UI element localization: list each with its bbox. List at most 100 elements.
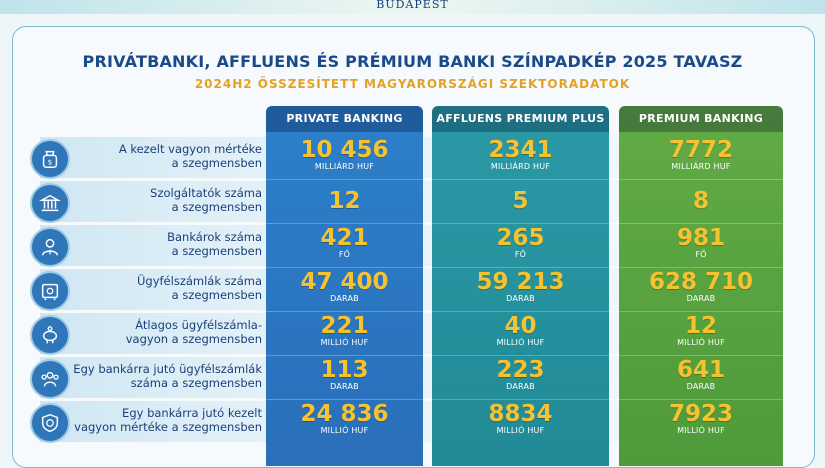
row-label-line1: Szolgáltatók száma: [150, 186, 262, 200]
table-cell: 12 MILLIÓ HUF: [619, 314, 783, 347]
cell-unit: DARAB: [330, 294, 359, 303]
row-label: Ügyfélszámlák száma a szegmensben: [72, 274, 262, 302]
cell-unit: DARAB: [686, 382, 716, 391]
table-cell: 12: [266, 189, 423, 213]
cell-unit: FŐ: [338, 250, 351, 259]
row-divider: [266, 399, 783, 400]
table-cell: 8834 MILLIÓ HUF: [432, 402, 609, 435]
cell-unit: FŐ: [695, 250, 707, 259]
row-label: Egy bankárra jutó kezelt vagyon mértéke a…: [72, 406, 262, 434]
cell-unit: MILLIÓ HUF: [320, 426, 369, 435]
piggy-bank-icon: [30, 315, 70, 355]
row-label-line1: Ügyfélszámlák száma: [136, 274, 262, 288]
table-cell: 2341 MILLIÁRD HUF: [432, 138, 609, 171]
top-band: [0, 0, 825, 14]
row-divider: [266, 311, 783, 312]
column-header-private-banking: PRIVATE BANKING: [266, 106, 423, 132]
row-label: Szolgáltatók száma a szegmensben: [72, 186, 262, 214]
row-label: A kezelt vagyon mértéke a szegmensben: [72, 142, 262, 170]
shield-coin-icon: [30, 403, 70, 443]
cell-unit: DARAB: [506, 294, 535, 303]
cell-value: 265: [496, 225, 545, 251]
row-divider: [266, 267, 783, 268]
cell-value: 12: [684, 313, 717, 339]
column-premium-banking: PREMIUM BANKING: [619, 106, 783, 466]
cell-value: 47 400: [300, 269, 389, 295]
cell-unit: DARAB: [686, 294, 716, 303]
cell-unit: DARAB: [506, 382, 535, 391]
row-label-line2: vagyon mértéke a szegmensben: [74, 420, 262, 434]
cell-value: 7923: [668, 401, 733, 427]
table-cell: 5: [432, 189, 609, 213]
page-title: PRIVÁTBANKI, AFFLUENS ÉS PRÉMIUM BANKI S…: [82, 52, 743, 71]
table-cell: 24 836 MILLIÓ HUF: [266, 402, 423, 435]
cell-value: 641: [676, 357, 725, 383]
row-label-line1: Egy bankárra jutó kezelt: [122, 406, 262, 420]
row-label-line1: Bankárok száma: [167, 230, 262, 244]
row-divider: [266, 355, 783, 356]
cell-value: 59 213: [476, 269, 565, 295]
cell-value: 7772: [668, 137, 733, 163]
cell-value: 2341: [488, 137, 553, 163]
table-cell: 59 213 DARAB: [432, 270, 609, 303]
cell-value: 113: [320, 357, 369, 383]
column-private-banking: PRIVATE BANKING: [266, 106, 423, 466]
cell-value: 981: [676, 225, 725, 251]
row-label-line1: Átlagos ügyfélszámla-: [135, 318, 262, 332]
table-cell: 981 FŐ: [619, 226, 783, 259]
row-label: Egy bankárra jutó ügyfélszámlák száma a s…: [72, 362, 262, 390]
row-label-line2: a szegmensben: [171, 288, 262, 302]
city-name: BUDAPEST: [376, 0, 449, 11]
cell-unit: MILLIÓ HUF: [677, 338, 725, 347]
cell-value: 10 456: [300, 137, 389, 163]
table-cell: 10 456 MILLIÁRD HUF: [266, 138, 423, 171]
cell-unit: MILLIÓ HUF: [496, 338, 545, 347]
row-label-line2: vagyon a szegmensben: [125, 332, 262, 346]
cell-unit: MILLIÁRD HUF: [314, 162, 375, 171]
bank-building-icon: [30, 183, 70, 223]
cell-unit: FŐ: [514, 250, 527, 259]
cell-value: 8834: [488, 401, 553, 427]
row-label-line2: a szegmensben: [171, 200, 262, 214]
row-label-line2: a szegmensben: [171, 244, 262, 258]
table-cell: 628 710 DARAB: [619, 270, 783, 303]
row-label-line1: Egy bankárra jutó ügyfélszámlák: [73, 362, 262, 376]
cell-unit: MILLIÁRD HUF: [671, 162, 731, 171]
row-label: Átlagos ügyfélszámla-vagyon a szegmensbe…: [72, 318, 262, 346]
page-subtitle: 2024H2 ÖSSZESÍTETT MAGYARORSZÁGI SZEKTOR…: [194, 77, 631, 91]
row-divider: [266, 223, 783, 224]
table-cell: 7772 MILLIÁRD HUF: [619, 138, 783, 171]
cell-value: 40: [504, 313, 537, 339]
cell-value: 221: [320, 313, 369, 339]
column-header-premium-banking: PREMIUM BANKING: [619, 106, 783, 132]
cell-value: 12: [328, 188, 361, 214]
table-cell: 8: [619, 189, 783, 213]
cell-value: 8: [692, 188, 709, 214]
cell-unit: MILLIÓ HUF: [677, 426, 725, 435]
table-cell: 47 400 DARAB: [266, 270, 423, 303]
cell-value: 223: [496, 357, 545, 383]
table-cell: 265 FŐ: [432, 226, 609, 259]
cell-unit: MILLIÁRD HUF: [490, 162, 551, 171]
cell-unit: MILLIÓ HUF: [320, 338, 369, 347]
row-label-line2: a szegmensben: [171, 156, 262, 170]
table-cell: 221 MILLIÓ HUF: [266, 314, 423, 347]
table-cell: 421 FŐ: [266, 226, 423, 259]
banker-person-icon: [30, 227, 70, 267]
cell-unit: MILLIÓ HUF: [496, 426, 545, 435]
row-label-line1: A kezelt vagyon mértéke: [118, 142, 262, 156]
money-bag-icon: $: [30, 139, 70, 179]
cell-value: 24 836: [300, 401, 389, 427]
table-cell: 223 DARAB: [432, 358, 609, 391]
svg-text:$: $: [48, 158, 53, 167]
cell-value: 628 710: [648, 269, 754, 295]
cell-unit: DARAB: [330, 382, 359, 391]
cell-value: 421: [320, 225, 369, 251]
people-group-icon: [30, 359, 70, 399]
column-header-affluens-premium-plus: AFFLUENS PREMIUM PLUS: [432, 106, 609, 132]
row-divider: [266, 179, 783, 180]
safe-icon: [30, 271, 70, 311]
cell-value: 5: [512, 188, 529, 214]
table-cell: 113 DARAB: [266, 358, 423, 391]
table-cell: 7923 MILLIÓ HUF: [619, 402, 783, 435]
